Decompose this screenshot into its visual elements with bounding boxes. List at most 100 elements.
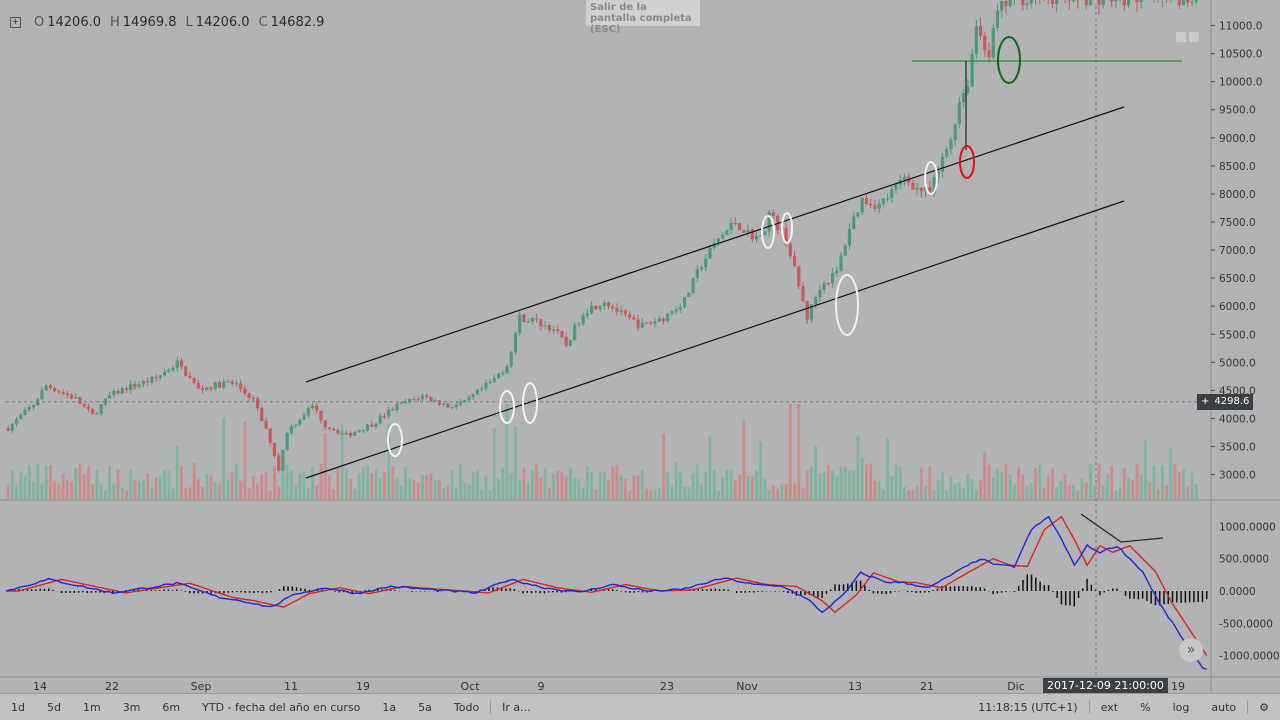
volume-bar: [391, 466, 395, 499]
range-ytd[interactable]: YTD - fecha del año en curso: [202, 700, 361, 714]
volume-bar: [729, 470, 733, 499]
candle-body: [962, 92, 966, 103]
log-toggle[interactable]: log: [1172, 700, 1190, 714]
exit-fullscreen-button[interactable]: Salir de la pantalla completa (ESC): [586, 0, 700, 35]
goto-date-button[interactable]: Ir a...: [502, 700, 531, 714]
volume-bar: [598, 472, 602, 499]
volume-bar: [1063, 473, 1067, 499]
volume-bar: [95, 470, 99, 499]
candle-body: [932, 177, 936, 194]
candle-body: [146, 381, 150, 383]
volume-bar: [82, 474, 86, 499]
volume-bar: [932, 489, 936, 499]
volume-bar: [196, 479, 200, 499]
scroll-to-latest-button[interactable]: »: [1179, 638, 1203, 662]
candle-body: [23, 409, 27, 416]
toolbar-right: 11:18:15 (UTC+1) ext % log auto ⚙: [967, 700, 1280, 714]
volume-bar: [125, 489, 128, 499]
volume-bar: [298, 473, 302, 499]
time-axis-label: 22: [105, 680, 119, 693]
volume-bar: [1051, 468, 1054, 499]
candle-body: [1050, 0, 1055, 4]
ext-toggle[interactable]: ext: [1100, 700, 1119, 714]
percent-toggle[interactable]: %: [1140, 700, 1151, 714]
volume-bar: [1080, 478, 1084, 499]
candle-body: [716, 238, 721, 243]
clock[interactable]: 11:18:15 (UTC+1): [978, 700, 1078, 714]
candle-body: [801, 286, 805, 302]
volume-bar: [289, 470, 293, 499]
volume-bar: [450, 469, 454, 499]
range-5d[interactable]: 5d: [46, 700, 61, 714]
range-3m[interactable]: 3m: [122, 700, 141, 714]
volume-bar: [218, 484, 221, 499]
candle-body: [1021, 0, 1025, 6]
volume-bar: [1122, 468, 1126, 499]
volume-bar: [357, 473, 361, 499]
volume-bar: [27, 465, 31, 499]
time-axis-label: 19: [1171, 680, 1185, 693]
candle-body: [1071, 0, 1076, 1]
candle-body: [209, 387, 213, 390]
price-axis-label: 10000.0: [1219, 77, 1262, 89]
price-axis-label: 3000.0: [1219, 470, 1256, 482]
time-axis-label: 9: [538, 680, 545, 693]
settings-icon[interactable]: ⚙: [1259, 700, 1269, 714]
candle-body: [915, 187, 919, 190]
high-label: H: [110, 15, 120, 30]
volume-bar: [742, 420, 746, 499]
candle-body: [699, 267, 704, 270]
volume-bar: [61, 473, 65, 499]
candle-body: [636, 319, 640, 328]
volume-bar: [1152, 466, 1156, 499]
range-1a[interactable]: 1a: [382, 700, 397, 714]
minimize-icon[interactable]: [1176, 32, 1186, 42]
maximize-icon[interactable]: [1189, 32, 1199, 42]
volume-bar: [1165, 485, 1169, 499]
candle-body: [666, 313, 670, 322]
volume-bar: [416, 482, 420, 499]
volume-bar: [505, 404, 509, 499]
volume-bar: [784, 483, 788, 499]
volume-bar: [560, 471, 564, 499]
candle-body: [361, 430, 365, 432]
volume-bar: [547, 488, 551, 499]
auto-toggle[interactable]: auto: [1211, 700, 1237, 714]
candle-body: [729, 222, 733, 231]
candle-body: [294, 424, 298, 427]
range-all[interactable]: Todo: [453, 700, 480, 714]
candle-body: [454, 404, 458, 408]
range-5a[interactable]: 5a: [418, 700, 432, 714]
divergence-line: [1080, 513, 1164, 543]
price-axis-label: 6500.0: [1219, 273, 1256, 285]
candle-body: [602, 302, 606, 307]
candle-body: [1055, 0, 1059, 4]
volume-bar: [839, 466, 843, 499]
candle-body: [535, 318, 539, 320]
range-1m[interactable]: 1m: [82, 700, 101, 714]
candle-body: [619, 310, 623, 312]
volume-bar: [911, 489, 915, 499]
candle-body: [154, 376, 158, 378]
candle-body: [357, 430, 361, 433]
volume-bar: [184, 488, 188, 499]
candle-body: [957, 102, 962, 125]
range-1d[interactable]: 1d: [11, 700, 25, 714]
volume-bar: [733, 480, 737, 499]
volume-bar: [235, 463, 238, 499]
range-6m[interactable]: 6m: [162, 700, 181, 714]
legend-collapse-icon[interactable]: +: [10, 17, 21, 28]
crosshair-price-label: + 4298.6: [1197, 394, 1254, 410]
candle-body: [987, 50, 991, 58]
candle-body: [420, 395, 425, 400]
candle-body: [10, 423, 14, 431]
candle-body: [95, 413, 99, 415]
candle-body: [556, 329, 560, 331]
price-chart[interactable]: 11000.0 10500.0 10000.0 9500.0 9000.0 8500.0 8…: [0, 0, 1280, 693]
volume-bar: [1118, 487, 1122, 499]
candle-body: [881, 198, 885, 204]
volume-bar: [23, 476, 27, 499]
plus-icon[interactable]: +: [1201, 396, 1210, 407]
candle-body: [970, 54, 974, 87]
volume-bar: [788, 404, 792, 499]
